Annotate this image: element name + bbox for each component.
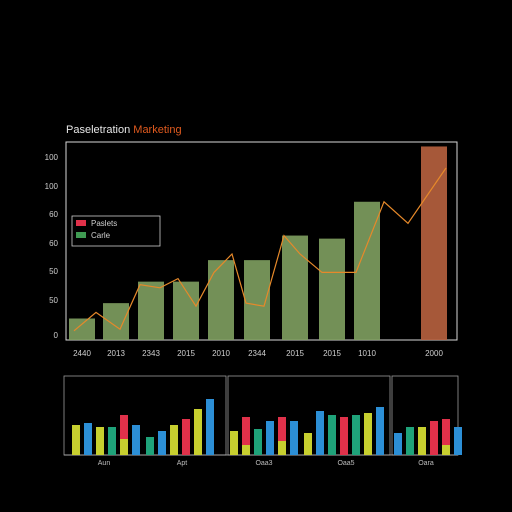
y-tick-label: 60: [49, 210, 58, 219]
legend-swatch: [76, 220, 86, 226]
mini-bar: [242, 417, 250, 455]
mini-bar: [170, 425, 178, 455]
bar-2010: [208, 260, 234, 340]
mini-bar-segment: [278, 441, 286, 455]
legend-swatch: [76, 232, 86, 238]
y-tick-label: 100: [45, 153, 59, 162]
mini-chart-label: Oara: [418, 460, 434, 467]
chart-title-accent: Marketing: [133, 124, 182, 136]
mini-bar: [316, 411, 324, 455]
mini-bar: [290, 421, 298, 455]
mini-bar: [108, 427, 116, 455]
x-tick-label: 2440: [73, 349, 91, 358]
mini-bar: [340, 417, 348, 455]
mini-bar: [352, 415, 360, 455]
mini-bar-segment: [120, 439, 128, 455]
mini-bar: [230, 431, 238, 455]
mini-bar: [194, 409, 202, 455]
x-tick-label: 2015: [323, 349, 341, 358]
mini-bar: [206, 399, 214, 455]
chart-title: Paseletration Marketing: [66, 124, 182, 136]
y-tick-label: 100: [45, 182, 59, 191]
x-tick-label: 2015: [177, 349, 195, 358]
bar-2000: [421, 146, 447, 340]
mini-bar: [394, 433, 402, 455]
y-tick-label: 50: [49, 296, 58, 305]
mini-bar: [418, 427, 426, 455]
x-tick-label: 2010: [212, 349, 230, 358]
mini-bar: [278, 417, 286, 455]
y-tick-label: 0: [54, 331, 59, 340]
mini-bar: [158, 431, 166, 455]
mini-bar: [182, 419, 190, 455]
mini-bar: [120, 415, 128, 455]
bar-2343: [138, 281, 164, 340]
x-tick-label: 1010: [358, 349, 376, 358]
x-tick-label: 2344: [248, 349, 266, 358]
chart-title-main: Paseletration: [66, 124, 131, 136]
bar-2440: [69, 318, 95, 340]
mini-bar: [364, 413, 372, 455]
mini-bar: [266, 421, 274, 455]
mini-bar: [96, 427, 104, 455]
mini-bar: [254, 429, 262, 455]
mini-chart-label: Apt: [177, 460, 188, 467]
mini-bar: [442, 419, 450, 455]
bar-2015: [319, 238, 345, 340]
mini-bar: [454, 427, 462, 455]
mini-chart-label: Oaa3: [255, 460, 272, 467]
y-tick-label: 60: [49, 239, 58, 248]
mini-bar-segment: [442, 445, 450, 455]
mini-bar: [328, 415, 336, 455]
mini-bar: [146, 437, 154, 455]
bar-1010: [354, 201, 380, 340]
x-tick-label: 2000: [425, 349, 443, 358]
mini-bar: [304, 433, 312, 455]
bar-2015: [282, 235, 308, 340]
bar-2013: [103, 303, 129, 340]
legend-label: Paslets: [91, 219, 117, 228]
mini-bar-segment: [242, 445, 250, 455]
y-tick-label: 50: [49, 267, 58, 276]
mini-bar: [430, 421, 438, 455]
x-tick-label: 2015: [286, 349, 304, 358]
mini-bar: [406, 427, 414, 455]
mini-chart-label: Aun: [98, 460, 111, 467]
x-tick-label: 2343: [142, 349, 160, 358]
x-tick-label: 2013: [107, 349, 125, 358]
mini-bar: [376, 407, 384, 455]
mini-chart-label: Oaa5: [337, 460, 354, 467]
trend-line: [73, 167, 447, 332]
mini-bar: [132, 425, 140, 455]
mini-bar: [84, 423, 92, 455]
legend-label: Carle: [91, 231, 111, 240]
mini-bar: [72, 425, 80, 455]
legend-box: [71, 215, 161, 247]
